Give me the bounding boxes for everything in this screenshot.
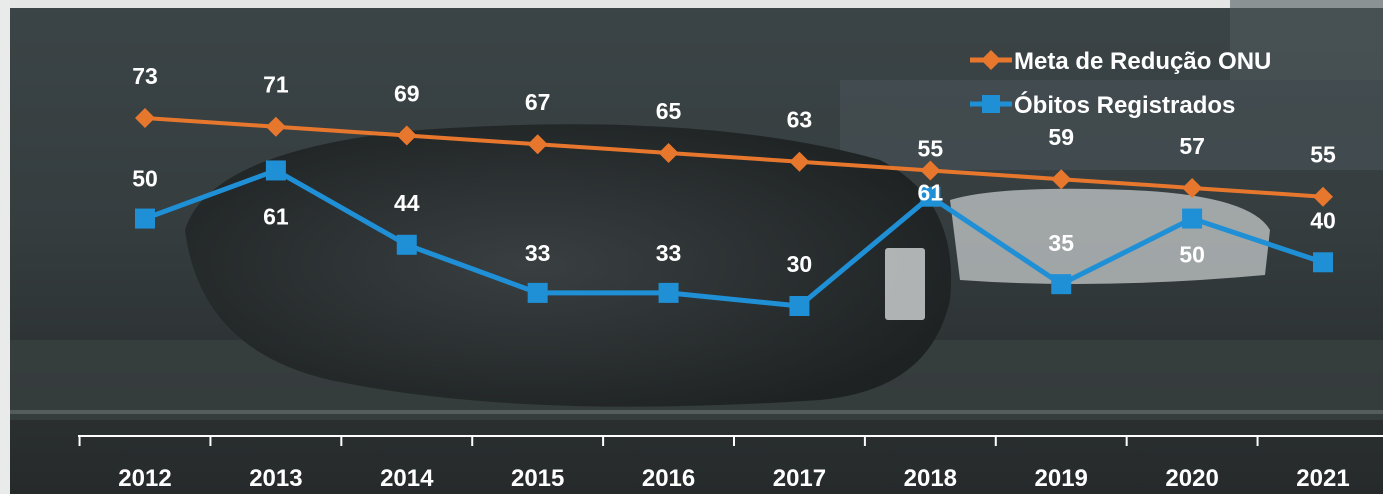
obitos-point-2017 (789, 296, 810, 316)
meta-label-2018: 61 (918, 179, 944, 205)
background-building (840, 80, 1383, 170)
x-tick-label-2015: 2015 (511, 465, 564, 492)
legend-label-1: Óbitos Registrados (1014, 91, 1235, 119)
meta-label-2013: 71 (263, 72, 289, 98)
obitos-point-2018 (920, 186, 941, 207)
x-tick-label-2018: 2018 (904, 465, 957, 492)
police-car (950, 188, 1270, 284)
road-line (10, 410, 1383, 414)
meta-point-2013 (265, 116, 286, 137)
obitos-label-2018: 55 (918, 136, 944, 162)
obitos-point-2016 (658, 282, 679, 303)
obitos-label-2019: 35 (1048, 230, 1074, 256)
x-axis-tick-labels: 2012 2013 2014 2015 2016 2017 2018 2019 2020 2021 (118, 465, 1349, 492)
meta-point-2014 (396, 125, 417, 146)
obitos-point-2021 (1313, 252, 1333, 273)
meta-point-2015 (527, 134, 548, 155)
obitos-label-2021: 40 (1310, 207, 1336, 233)
obitos-label-2014: 44 (394, 190, 420, 216)
top-border (10, 0, 1383, 8)
obitos-label-2017: 30 (787, 251, 813, 277)
series-line-obitos (144, 167, 1324, 309)
meta-point-2021 (1313, 186, 1333, 207)
series-group (135, 108, 1333, 316)
x-tick-label-2021: 2021 (1296, 465, 1349, 492)
x-tick-label-2012: 2012 (118, 465, 171, 492)
data-labels-group: 73 71 69 67 65 63 61 59 57 55 50 61 44 33 33 30 55 35 50 40 (132, 63, 1336, 277)
series-line-meta (144, 116, 1324, 199)
legend-marker-diamond (981, 50, 1001, 70)
x-tick-label-2013: 2013 (249, 465, 302, 492)
meta-point-2017 (789, 151, 810, 172)
meta-label-2012: 73 (132, 63, 158, 89)
meta-point-2016 (658, 142, 679, 163)
obitos-point-2013 (265, 160, 286, 181)
overturned-car (185, 124, 952, 407)
x-tick-label-2014: 2014 (380, 465, 434, 492)
obitos-point-2020 (1182, 208, 1203, 229)
obitos-label-2012: 50 (132, 166, 158, 192)
meta-label-2015: 67 (525, 89, 551, 115)
obitos-label-2015: 33 (525, 240, 551, 266)
legend-marker-square (982, 95, 1000, 113)
obitos-point-2015 (527, 282, 548, 303)
x-tick-label-2020: 2020 (1165, 465, 1218, 492)
meta-label-2020: 57 (1179, 133, 1205, 159)
obitos-label-2016: 33 (656, 240, 682, 266)
obitos-label-2013: 61 (263, 203, 289, 229)
meta-label-2021: 55 (1310, 142, 1336, 168)
meta-point-2020 (1182, 177, 1203, 198)
meta-point-2018 (920, 160, 941, 181)
meta-label-2019: 59 (1048, 124, 1074, 150)
meta-label-2017: 63 (787, 107, 813, 133)
obitos-label-2020: 50 (1179, 242, 1205, 268)
background-fence (1230, 0, 1383, 80)
meta-label-2014: 69 (394, 80, 420, 106)
meta-point-2019 (1051, 169, 1072, 190)
x-tick-label-2016: 2016 (642, 465, 695, 492)
legend: Meta de Redução ONU Óbitos Registrados (970, 48, 1271, 119)
license-plate (885, 248, 925, 320)
x-tick-label-2019: 2019 (1035, 465, 1088, 492)
x-axis-ticks (78, 436, 1259, 446)
left-border (0, 0, 10, 494)
obitos-point-2012 (135, 208, 155, 229)
obitos-point-2019 (1051, 274, 1072, 295)
meta-label-2016: 65 (656, 98, 682, 124)
obitos-point-2014 (396, 234, 417, 255)
meta-point-2012 (135, 108, 155, 128)
legend-label-0: Meta de Redução ONU (1014, 48, 1271, 75)
x-tick-label-2017: 2017 (773, 465, 826, 492)
